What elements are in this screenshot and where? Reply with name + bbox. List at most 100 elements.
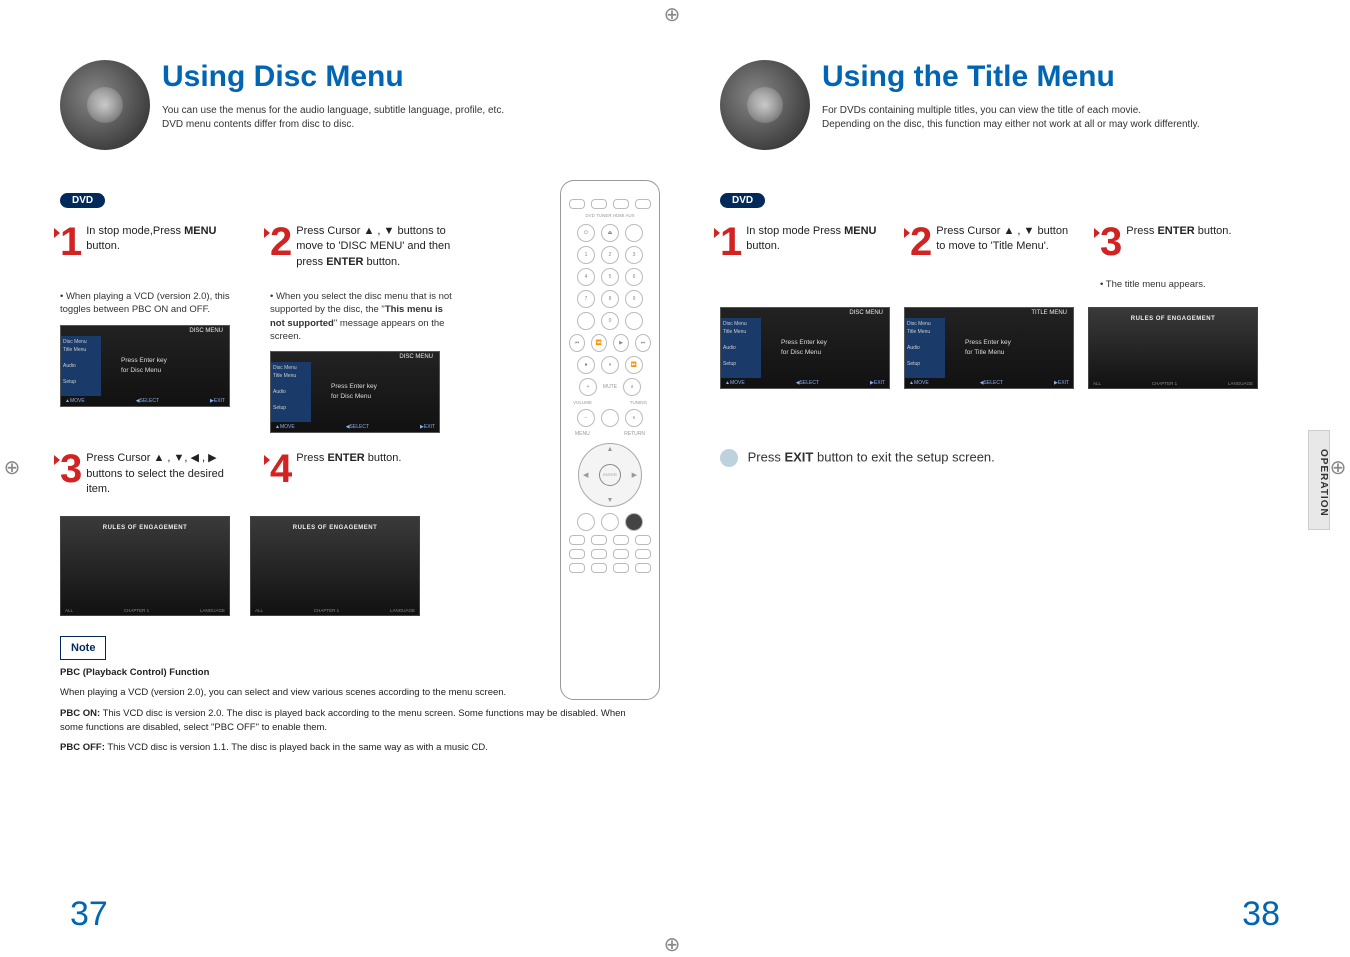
rmfl1: ▲MOVE — [725, 380, 745, 386]
dvd-badge: DVD — [60, 193, 105, 208]
page-38: Using the Title Menu For DVDs containing… — [680, 0, 1330, 954]
tune-down-icon: ∨ — [625, 409, 643, 427]
btn-3: 3 — [625, 246, 643, 264]
r-fn4 — [635, 535, 651, 545]
rmtc: CHAPTER 1 — [1152, 381, 1177, 386]
btn-1: 1 — [577, 246, 595, 264]
crop-mark-left: ⊕ — [2, 455, 22, 475]
right-arrow-icon: ▶ — [632, 471, 637, 479]
tuning-label: TUNING — [630, 400, 647, 405]
note-title: PBC (Playback Control) Function — [60, 667, 209, 678]
disc-icon — [60, 60, 150, 150]
mfc2: ◀SELECT — [346, 424, 369, 430]
dvd-badge-r: DVD — [720, 193, 765, 208]
crop-mark-right: ⊕ — [1328, 455, 1348, 475]
menu-text: Press Enter key for Disc Menu — [121, 356, 167, 376]
step-3-text: Press Cursor ▲ , ▼, ◀ , ▶ buttons to sel… — [86, 451, 250, 497]
mtl2: ALL — [255, 608, 263, 613]
rmt1: Press Enter key for Disc Menu — [781, 338, 827, 358]
r-step-3-num: 3 — [1100, 224, 1122, 260]
ff-icon: ⏩ — [625, 356, 643, 374]
eject-icon: ⏏ — [601, 224, 619, 242]
remote-dvd — [569, 199, 585, 209]
movie-thumb-r: RULES OF ENGAGEMENT ALL CHAPTER 1 LANGUA… — [1088, 307, 1258, 389]
menu-side: Disc Menu Title Menu Audio Setup — [61, 336, 101, 396]
movie-thumb-1: RULES OF ENGAGEMENT ALL CHAPTER 1 LANGUA… — [60, 516, 230, 616]
step-4-num: 4 — [270, 451, 292, 487]
rmfr2: ▶EXIT — [1054, 380, 1069, 386]
exit-badge-icon — [720, 449, 738, 467]
rmtl: ALL — [1093, 381, 1101, 386]
rmc1b: Press Enter key — [965, 339, 1011, 346]
rmtr: LANGUAGE — [1228, 381, 1253, 386]
r-fn8 — [635, 549, 651, 559]
r-fn1 — [569, 535, 585, 545]
rms2: Disc Menu Title Menu Audio Setup — [905, 318, 945, 378]
transcode-icon — [625, 224, 643, 242]
r-step-1-num: 1 — [720, 224, 742, 260]
remote-tuner — [591, 199, 607, 209]
vol-up-icon: + — [579, 378, 597, 396]
up-arrow-icon: ▲ — [607, 446, 614, 453]
menu-hdr: DISC MENU — [189, 328, 223, 334]
rmt: RULES OF ENGAGEMENT — [1089, 316, 1257, 322]
skip-fwd-icon: ⏭ — [635, 334, 651, 352]
btn-remain — [577, 312, 595, 330]
mtr2: LANGUAGE — [390, 608, 415, 613]
pbc-on-label: PBC ON: — [60, 708, 100, 719]
page-num-38: 38 — [1242, 895, 1280, 934]
remote-control: DVD TUNER HDMI AUX ⏻ ⏏ 123 456 789 0 ⏮⏪▶… — [560, 180, 660, 700]
btn-6: 6 — [625, 268, 643, 286]
mt2: RULES OF ENGAGEMENT — [251, 525, 419, 531]
menu-hdr2: DISC MENU — [399, 354, 433, 360]
pbc-off-label: PBC OFF: — [60, 742, 105, 753]
remote-aux — [635, 199, 651, 209]
title-menu-screenshot-1: DISC MENU Disc Menu Title Menu Audio Set… — [720, 307, 890, 389]
right-header: Using the Title Menu For DVDs containing… — [720, 60, 1290, 150]
mtc2: CHAPTER 1 — [314, 608, 339, 613]
pbc-off-text: This VCD disc is version 1.1. The disc i… — [105, 742, 488, 753]
remote-dpad: ▲ ▼ ◀ ▶ ENTER — [578, 443, 642, 507]
mc1b: Press Enter key — [331, 383, 377, 390]
rewind-icon: ⏪ — [591, 334, 607, 352]
disc-menu-screenshot-1: DISC MENU Disc Menu Title Menu Audio Set… — [60, 325, 230, 407]
btn-cancel — [625, 312, 643, 330]
rmh2: TITLE MENU — [1031, 310, 1067, 316]
btn-7: 7 — [577, 290, 595, 308]
exit-post: button to exit the setup screen. — [813, 450, 994, 465]
r-fn10 — [591, 563, 607, 573]
mc2: for Disc Menu — [121, 367, 161, 374]
bullet-vcd: • When playing a VCD (version 2.0), this… — [60, 290, 250, 317]
mute-icon — [601, 409, 619, 427]
psp-icon — [625, 513, 643, 531]
step-3-num: 3 — [60, 451, 82, 487]
vol-down-icon: − — [577, 409, 595, 427]
menu-label: MENU — [575, 431, 590, 437]
right-subtitle: For DVDs containing multiple titles, you… — [822, 104, 1290, 132]
step-2-num: 2 — [270, 224, 292, 260]
left-title: Using Disc Menu — [162, 60, 630, 94]
mtr: LANGUAGE — [200, 608, 225, 613]
movie-thumb-2: RULES OF ENGAGEMENT ALL CHAPTER 1 LANGUA… — [250, 516, 420, 616]
exit-instruction: Press EXIT button to exit the setup scre… — [720, 449, 1290, 467]
rms1: Disc Menu Title Menu Audio Setup — [721, 318, 761, 378]
r-fn7 — [613, 549, 629, 559]
volume-label: VOLUME — [573, 400, 592, 405]
mtc: CHAPTER 1 — [124, 608, 149, 613]
return-label: RETURN — [624, 431, 645, 437]
title-menu-screenshot-2: TITLE MENU Disc Menu Title Menu Audio Se… — [904, 307, 1074, 389]
enter-button: ENTER — [599, 464, 621, 486]
note-section: Note PBC (Playback Control) Function Whe… — [60, 636, 630, 756]
r-step-3-text: Press ENTER button. — [1126, 224, 1231, 239]
remote-top-labels: DVD TUNER HDMI AUX — [569, 213, 651, 218]
menu-side2: Disc Menu Title Menu Audio Setup — [271, 362, 311, 422]
r-fn12 — [635, 563, 651, 573]
r-fn3 — [613, 535, 629, 545]
rmc2a: for Disc Menu — [781, 349, 821, 356]
rmfl2: ▲MOVE — [909, 380, 929, 386]
mc2b: for Disc Menu — [331, 393, 371, 400]
step-1-num: 1 — [60, 224, 82, 260]
down-arrow-icon: ▼ — [607, 497, 614, 504]
mt1: RULES OF ENGAGEMENT — [61, 525, 229, 531]
rmfc2: ◀SELECT — [980, 380, 1003, 386]
